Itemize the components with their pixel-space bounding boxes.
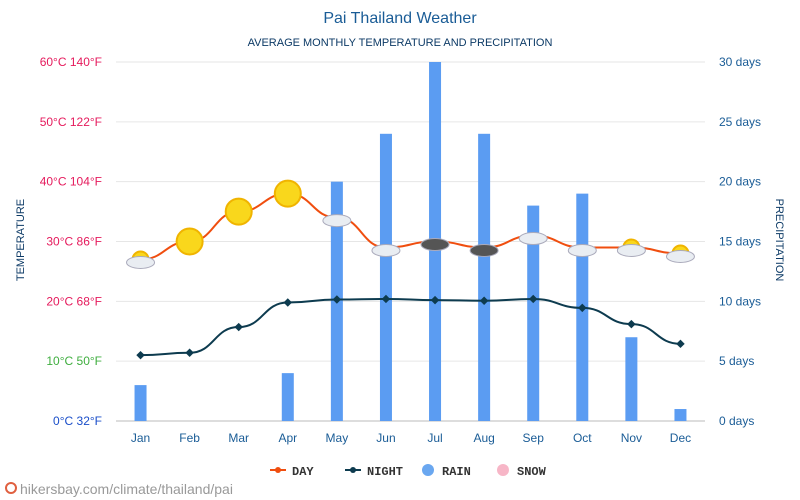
night-point bbox=[479, 296, 489, 305]
night-point bbox=[234, 322, 243, 332]
cloud-icon bbox=[126, 255, 156, 269]
legend-marker bbox=[422, 464, 434, 476]
legend-marker bbox=[275, 467, 281, 473]
night-point bbox=[381, 294, 391, 304]
y-tick-label: 0°C 32°F bbox=[53, 414, 102, 428]
x-tick-label: Nov bbox=[621, 431, 642, 445]
x-tick-label: Jan bbox=[131, 431, 150, 445]
legend-label: RAIN bbox=[442, 465, 471, 479]
y2-tick-label: 10 days bbox=[719, 294, 761, 308]
legend-marker bbox=[350, 467, 356, 473]
y-tick-label: 10°C 50°F bbox=[46, 354, 102, 368]
cloud-icon bbox=[469, 243, 499, 257]
y2-tick-label: 20 days bbox=[719, 175, 761, 189]
legend-label: SNOW bbox=[517, 465, 547, 479]
night-line bbox=[140, 297, 681, 357]
cloud-icon bbox=[616, 243, 646, 257]
night-point bbox=[627, 319, 636, 329]
x-tick-label: Mar bbox=[228, 431, 249, 445]
rain-bar bbox=[527, 205, 540, 421]
rain-bar bbox=[625, 337, 638, 421]
x-tick-label: Apr bbox=[278, 431, 297, 445]
night-point bbox=[528, 294, 538, 304]
sun-icon bbox=[175, 227, 204, 256]
night-point bbox=[136, 350, 145, 360]
legend-label: DAY bbox=[292, 465, 314, 479]
y-tick-label: 40°C 104°F bbox=[40, 175, 102, 189]
legend-label: NIGHT bbox=[367, 465, 403, 479]
y-tick-label: 30°C 86°F bbox=[46, 235, 102, 249]
y-axis-label: TEMPERATURE bbox=[15, 199, 27, 281]
source-url[interactable]: hikersbay.com/climate/thailand/pai bbox=[20, 481, 233, 497]
y-tick-label: 60°C 140°F bbox=[40, 55, 102, 69]
pin-icon bbox=[5, 482, 17, 494]
rain-bar bbox=[134, 385, 147, 421]
x-tick-label: Feb bbox=[179, 431, 200, 445]
cloud-icon bbox=[322, 214, 352, 228]
rain-bar bbox=[674, 409, 687, 421]
cloud-icon bbox=[420, 238, 450, 251]
y2-tick-label: 25 days bbox=[719, 115, 761, 129]
x-tick-label: Jul bbox=[427, 431, 442, 445]
rain-bar bbox=[478, 133, 491, 422]
x-tick-label: Sep bbox=[523, 431, 545, 445]
y2-axis-label: PRECIPITATION bbox=[773, 199, 785, 282]
day-line bbox=[140, 192, 681, 261]
night-point bbox=[676, 339, 685, 349]
legend-marker bbox=[497, 464, 509, 476]
cloud-icon bbox=[567, 243, 597, 257]
cloud-icon bbox=[518, 232, 548, 246]
night-point bbox=[332, 295, 342, 304]
sun-icon bbox=[224, 197, 253, 226]
rain-bar bbox=[281, 373, 294, 421]
x-tick-label: Dec bbox=[670, 431, 691, 445]
chart-subtitle: AVERAGE MONTHLY TEMPERATURE AND PRECIPIT… bbox=[248, 37, 553, 49]
y-tick-label: 20°C 68°F bbox=[46, 294, 102, 308]
night-point bbox=[430, 295, 440, 305]
x-tick-label: Aug bbox=[473, 431, 494, 445]
x-tick-label: May bbox=[326, 431, 349, 445]
y2-tick-label: 0 days bbox=[719, 414, 754, 428]
chart-title: Pai Thailand Weather bbox=[323, 10, 477, 27]
y2-tick-label: 15 days bbox=[719, 235, 761, 249]
night-point bbox=[185, 348, 194, 358]
night-point bbox=[578, 303, 587, 313]
night-point bbox=[283, 298, 293, 307]
y2-tick-label: 5 days bbox=[719, 354, 754, 368]
y-tick-label: 50°C 122°F bbox=[40, 115, 102, 129]
x-tick-label: Oct bbox=[573, 431, 592, 445]
rain-bar bbox=[379, 133, 392, 422]
sun-icon bbox=[273, 179, 302, 208]
x-tick-label: Jun bbox=[376, 431, 395, 445]
y2-tick-label: 30 days bbox=[719, 55, 761, 69]
cloud-icon bbox=[665, 249, 695, 263]
cloud-icon bbox=[371, 243, 401, 257]
